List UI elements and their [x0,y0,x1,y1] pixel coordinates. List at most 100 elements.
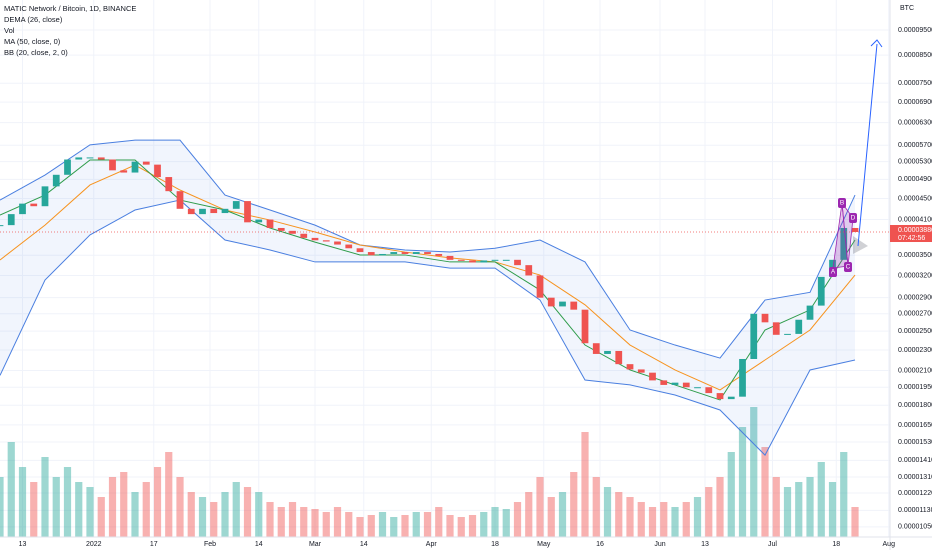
x-tick-label: 18 [832,541,840,548]
volume-bar [435,507,443,537]
x-tick-label: 13 [19,541,27,548]
candle [210,208,218,214]
y-tick-label: 0.00008500 [898,52,932,59]
volume-bar [52,477,60,537]
volume-bar [187,492,195,537]
y-tick-label: 0.00002700 [898,311,932,318]
volume-bar [705,487,713,537]
volume-bar [412,512,420,537]
y-tick-label: 0.00001800 [898,402,932,409]
volume-bar [626,497,634,537]
dema-line [0,159,856,401]
candle [525,265,533,276]
volume-bar [457,517,465,537]
y-tick-label: 0.00006300 [898,119,932,126]
candle [19,203,26,215]
arrow-head [870,39,883,48]
volume-bar [468,515,477,537]
volume-bar [153,467,162,537]
y-tick-label: 0.00001530 [898,439,932,446]
volume-bar [840,452,848,537]
candle [221,208,229,214]
candle [109,159,116,171]
legend-entry: BB (20, close, 2, 0) [4,48,68,57]
y-tick-label: 0.00004100 [898,216,932,223]
candle [514,259,521,266]
volume-bar [423,512,432,537]
candle [727,396,735,400]
bollinger-upper [0,139,856,359]
pattern-label: B [840,200,844,207]
y-tick-label: 0.00004500 [898,195,932,202]
x-tick-label: Apr [426,541,438,548]
candle [390,252,398,254]
x-tick-label: 14 [360,541,368,548]
candle [244,201,251,223]
candle [86,157,94,159]
volume-bar [727,452,735,537]
volume-bar [322,512,330,537]
volume-bar [30,482,38,537]
y-tick-label: 0.00006900 [898,99,932,106]
candle [817,276,825,306]
volume-bar [300,507,308,537]
y-tick-label: 0.00001310 [898,474,932,481]
candle [255,219,263,223]
x-tick-label: 17 [150,541,158,548]
candle [142,161,150,165]
price-tag [890,225,932,243]
volume-bar [547,497,555,537]
x-tick-label: 16 [596,541,604,548]
projection-triangle [853,236,868,254]
candle [469,260,476,263]
candle [705,387,713,394]
y-tick-label: 0.00007500 [898,80,932,87]
candle [7,214,15,226]
candle [187,208,195,215]
volume-bar [142,482,150,537]
candle [457,259,465,261]
pattern-badge [849,213,857,223]
volume-bar [41,457,49,537]
candle [615,350,623,365]
volume-bar [783,487,792,537]
candle [772,322,780,335]
candle [401,252,409,254]
volume-bar [828,482,837,537]
candle [379,253,386,256]
candle [694,387,701,389]
x-tick-label: May [537,541,551,548]
ma-line [0,164,856,391]
volume-bar [255,492,263,537]
legend-entry: Vol [4,26,15,35]
candle [75,157,83,160]
legend-entry: MA (50, close, 0) [4,37,61,46]
y-tick-label: 0.00002500 [898,328,932,335]
candle [671,382,679,385]
volume-bar [7,442,15,537]
volume-bar [817,462,825,537]
volume-bar [75,482,83,537]
candle [120,170,128,173]
volume-bar [367,515,375,537]
candle [266,219,274,228]
volume-bar [806,477,814,537]
volume-bar [581,432,589,537]
candle [311,237,319,241]
volume-bar [401,515,409,537]
volume-bar [851,507,859,537]
x-tick-label: Jul [768,541,777,548]
volume-bar [513,502,522,537]
volume-bar [795,482,803,537]
candle [784,333,791,335]
x-tick-label: Feb [204,541,216,548]
volume-bar [637,502,645,537]
volume-bar [491,507,499,537]
volume-bar [592,477,600,537]
candle [300,233,308,238]
candle [52,174,60,187]
volume-bar [176,477,184,537]
volume-bar [525,492,533,537]
candle [637,369,645,373]
